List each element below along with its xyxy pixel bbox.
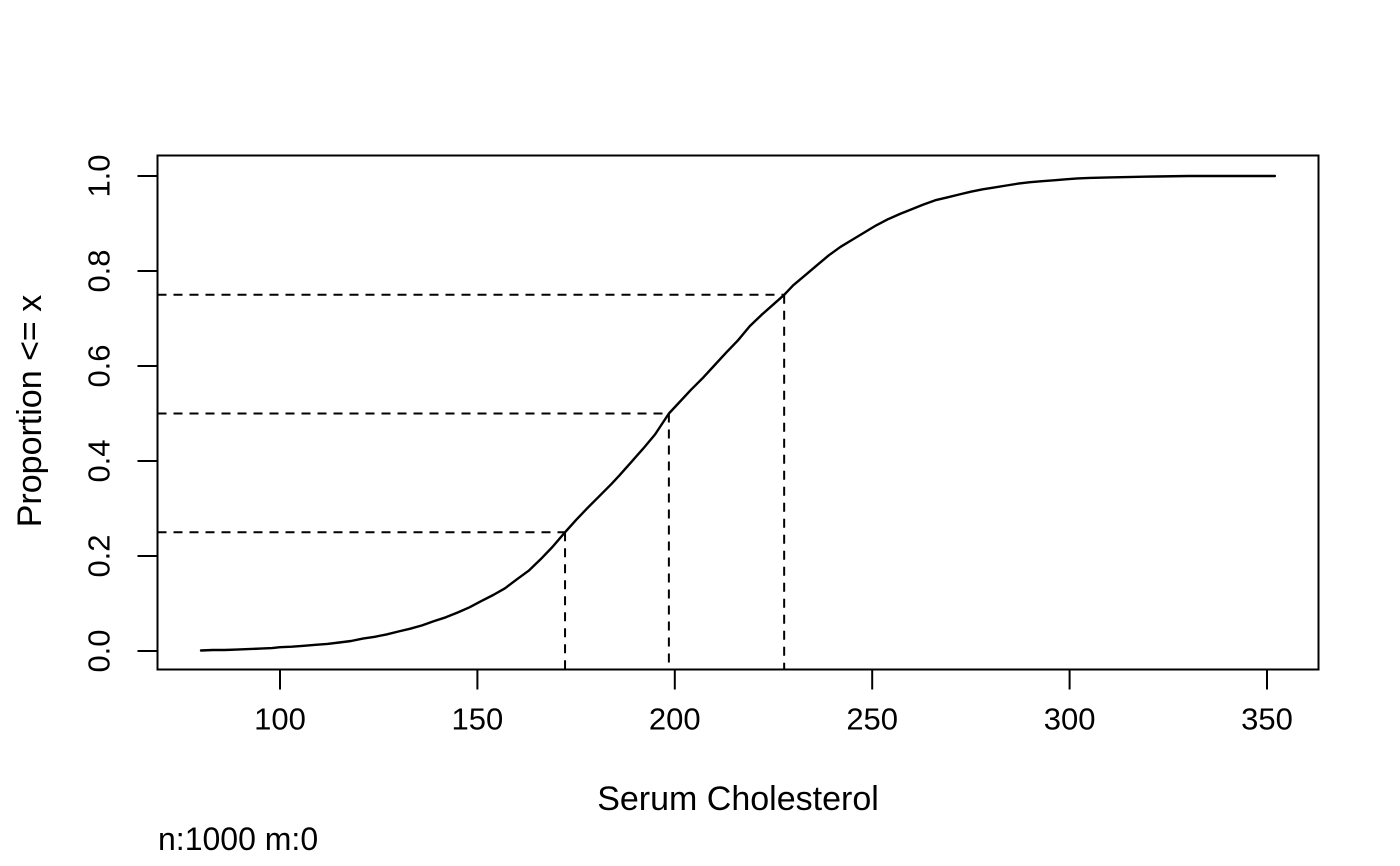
x-tick-label-300: 300	[1043, 701, 1096, 737]
plot-frame	[156, 154, 1320, 671]
y-tick-label-0.0: 0.0	[81, 629, 117, 673]
y-tick-label-1.0: 1.0	[81, 154, 117, 198]
ecdf-curve	[199, 174, 1277, 652]
y-tick-label-0.4: 0.4	[81, 439, 117, 483]
y-tick-label-0.8: 0.8	[81, 249, 117, 293]
y-tick-label-0.6: 0.6	[81, 344, 117, 388]
x-tick-label-100: 100	[254, 701, 306, 737]
y-axis-title: Proportion <= x	[11, 294, 49, 528]
x-axis-title: Serum Cholesterol	[597, 780, 879, 818]
x-tick-label-200: 200	[648, 701, 701, 737]
x-tick-label-150: 150	[451, 701, 504, 737]
x-tick-label-250: 250	[846, 701, 899, 737]
y-tick-label-0.2: 0.2	[81, 534, 117, 578]
sample-size-note: n:1000 m:0	[158, 821, 319, 857]
x-tick-label-350: 350	[1241, 701, 1293, 737]
